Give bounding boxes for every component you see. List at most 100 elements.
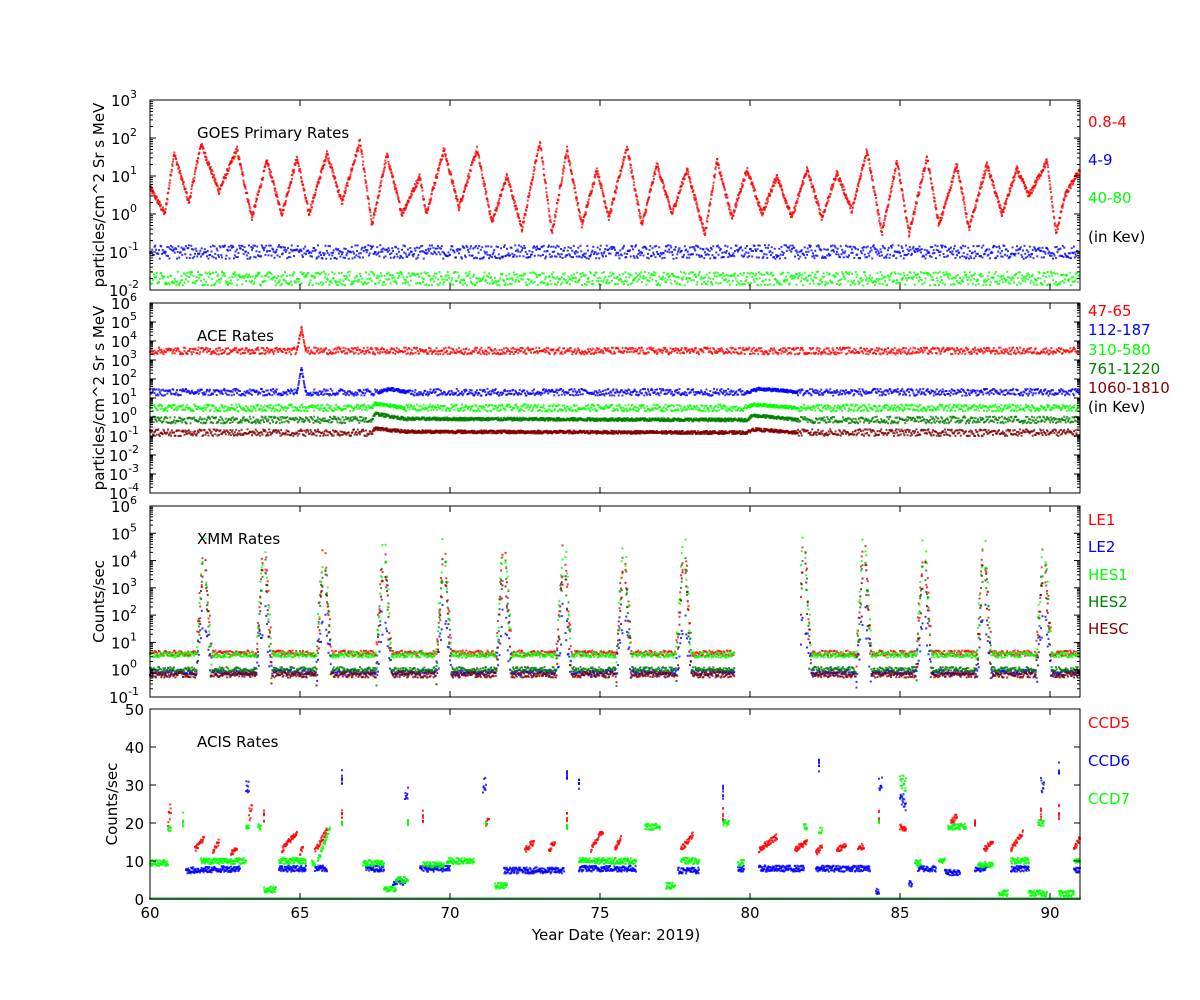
goes-4-9-point	[151, 248, 154, 251]
goes-0-8-4-point	[363, 169, 366, 172]
goes-40-80-point	[833, 276, 836, 279]
goes-0-8-4-point	[247, 199, 250, 202]
goes-4-9-point	[836, 250, 838, 253]
goes-0-8-4-point	[646, 199, 649, 202]
goes-40-80-point	[401, 282, 404, 285]
goes-0-8-4-point	[667, 198, 670, 201]
goes-40-80-point	[665, 281, 667, 284]
goes-0-8-4-point	[389, 165, 392, 168]
goes-4-9-point	[602, 252, 605, 255]
goes-4-9-point	[796, 251, 799, 254]
goes-40-80-point	[818, 283, 820, 286]
goes-4-9-point	[1055, 257, 1057, 260]
goes-4-9-point	[646, 256, 649, 259]
goes-40-80-point	[208, 271, 211, 274]
goes-0-8-4-point	[317, 180, 319, 183]
goes-4-9-point	[381, 250, 384, 253]
goes-0-8-4-point	[916, 194, 919, 197]
goes-40-80-point	[230, 279, 232, 282]
goes-4-9-point	[621, 247, 624, 250]
goes-4-9-point	[340, 250, 343, 253]
goes-0-8-4-point	[676, 199, 679, 202]
goes-0-8-4-point	[521, 230, 523, 233]
goes-40-80-point	[402, 275, 405, 278]
goes-0-8-4-point	[563, 157, 566, 160]
goes-0-8-4-point	[649, 187, 652, 190]
goes-0-8-4-point	[421, 195, 424, 198]
goes-4-9-point	[671, 253, 674, 256]
goes-40-80-point	[608, 275, 610, 278]
goes-40-80-point	[437, 278, 439, 281]
goes-0-8-4-point	[248, 203, 251, 206]
goes-0-8-4-point	[933, 197, 936, 200]
goes-4-9-point	[419, 250, 421, 253]
goes-0-8-4-point	[456, 198, 459, 201]
goes-0-8-4-point	[859, 175, 862, 178]
goes-4-9-point	[639, 254, 642, 257]
goes-0-8-4-point	[851, 210, 853, 213]
goes-40-80-point	[423, 271, 426, 274]
goes-40-80-point	[218, 278, 220, 281]
goes-4-9-point	[950, 246, 952, 249]
goes-40-80-point	[493, 281, 496, 284]
goes-40-80-point	[491, 279, 493, 282]
goes-0-8-4-point	[857, 185, 860, 188]
goes-40-80-point	[248, 273, 250, 276]
goes-0-8-4-point	[575, 195, 578, 198]
goes-4-9-point	[539, 248, 541, 251]
goes-40-80-point	[728, 279, 730, 282]
goes-0-8-4-point	[963, 203, 966, 206]
goes-0-8-4-point	[1078, 168, 1081, 171]
goes-0-8-4-point	[1054, 224, 1057, 227]
goes-40-80-point	[704, 276, 706, 279]
goes-4-9-point	[553, 250, 556, 253]
goes-4-9-point	[602, 255, 604, 258]
goes-4-9-point	[632, 255, 635, 258]
goes-4-9-point	[711, 254, 714, 257]
goes-4-9-point	[571, 249, 574, 252]
goes-0-8-4-point	[566, 149, 569, 152]
goes-0-8-4-point	[781, 192, 784, 195]
goes-4-9-point	[1067, 252, 1070, 255]
goes-0-8-4-point	[950, 184, 953, 187]
goes-40-80-point	[902, 277, 904, 280]
goes-40-80-point	[767, 273, 770, 276]
goes-40-80-point	[834, 275, 837, 278]
goes-0-8-4-point	[922, 175, 925, 178]
goes-40-80-point	[354, 280, 357, 283]
goes-4-9-point	[216, 249, 219, 252]
goes-40-80-point	[376, 274, 379, 277]
goes-4-9-point	[913, 249, 916, 252]
goes-40-80-point	[373, 274, 376, 277]
goes-40-80-point	[1006, 270, 1009, 273]
goes-40-80-point	[406, 275, 409, 278]
goes-4-9-point	[956, 249, 959, 252]
goes-4-9-point	[188, 257, 191, 260]
goes-40-80-point	[838, 284, 841, 287]
goes-0-8-4-point	[882, 222, 885, 225]
goes-40-80-point	[216, 275, 219, 278]
goes-0-8-4-point	[225, 169, 228, 172]
goes-0-8-4-point	[217, 190, 220, 193]
goes-40-80-point	[440, 275, 443, 278]
goes-0-8-4-point	[165, 202, 168, 205]
goes-4-9-point	[851, 251, 854, 254]
goes-4-9-point	[1052, 257, 1054, 260]
goes-0-8-4-point	[513, 200, 516, 203]
goes-4-9-point	[425, 249, 427, 252]
goes-4-9-point	[1046, 247, 1048, 250]
goes-0-8-4-point	[866, 150, 868, 153]
goes-0-8-4-point	[257, 190, 260, 193]
goes-0-8-4-point	[882, 225, 885, 228]
goes-0-8-4-point	[769, 188, 772, 191]
goes-4-9-point	[626, 252, 628, 255]
goes-0-8-4-point	[411, 190, 414, 193]
goes-0-8-4-point	[860, 174, 863, 177]
goes-0-8-4-point	[1018, 170, 1021, 173]
goes-4-9-point	[878, 255, 881, 258]
goes-0-8-4-point	[928, 170, 931, 173]
goes-40-80-point	[398, 272, 401, 275]
goes-4-9-point	[545, 255, 547, 258]
goes-0-8-4-point	[858, 178, 861, 181]
goes-40-80-point	[967, 283, 970, 286]
